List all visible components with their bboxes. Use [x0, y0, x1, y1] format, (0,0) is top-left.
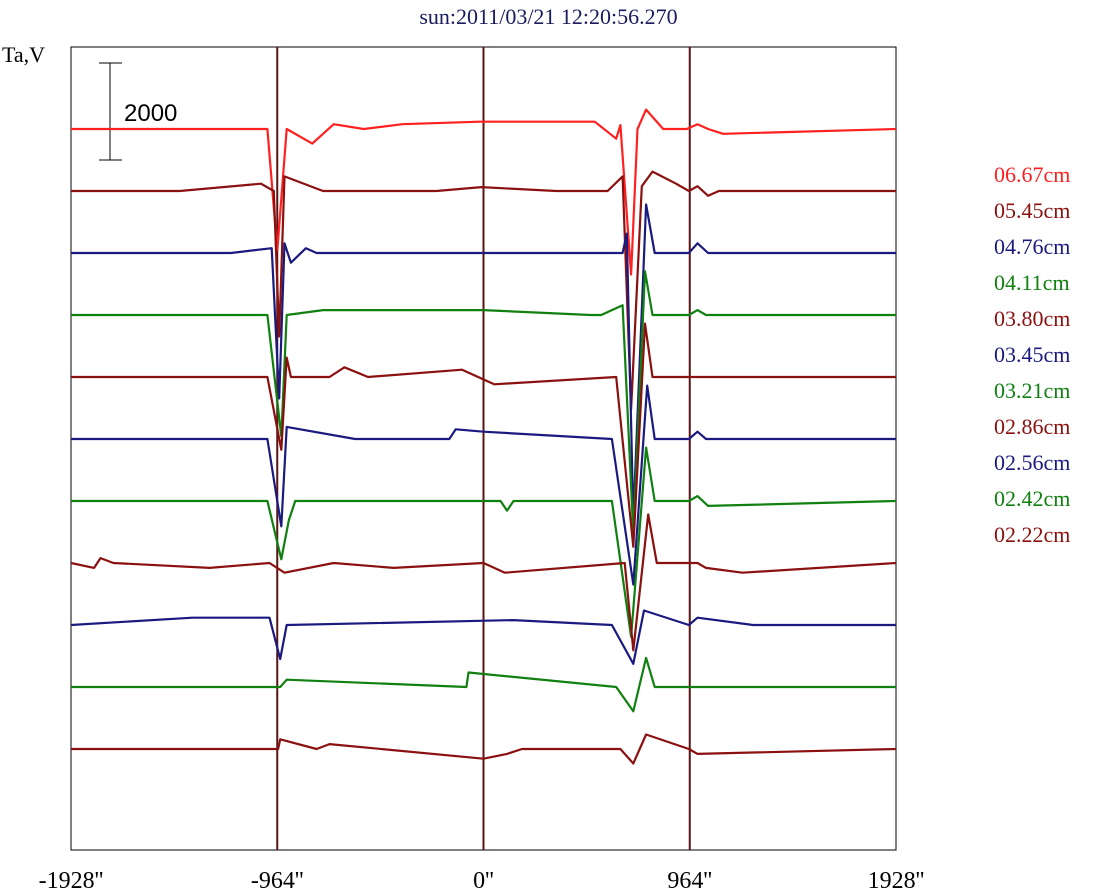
legend-entry: 03.21cm — [994, 378, 1071, 403]
series-line — [71, 446, 897, 638]
scale-bar-label: 2000 — [124, 100, 177, 127]
series-line — [71, 322, 896, 548]
scale-bar: 2000 — [99, 62, 177, 161]
vertical-lines — [276, 47, 691, 850]
x-tick-label: -964'' — [251, 868, 304, 893]
series-line — [70, 513, 897, 652]
x-tick-labels: -1928'' -964'' 0'' 964'' 1928'' — [39, 868, 925, 893]
series-line — [71, 270, 896, 535]
series-line — [71, 203, 896, 521]
series-line — [71, 108, 897, 276]
legend-entry: 02.56cm — [994, 450, 1071, 475]
x-tick-label: 1928'' — [868, 868, 925, 893]
series-line — [71, 733, 897, 765]
legend-entry: 02.22cm — [994, 522, 1071, 547]
series-line — [71, 170, 896, 411]
traces — [70, 108, 897, 765]
series-line — [70, 609, 896, 665]
x-tick-label: -1928'' — [39, 868, 104, 893]
series-line — [71, 384, 896, 586]
legend-entry: 02.86cm — [994, 414, 1071, 439]
x-tick-label: 0'' — [473, 868, 494, 893]
legend-entry: 06.67cm — [994, 162, 1071, 187]
chart-title: sun:2011/03/21 12:20:56.270 — [419, 4, 678, 29]
x-tick-label: 964'' — [667, 868, 712, 893]
series-line — [71, 656, 896, 713]
legend-entry: 04.11cm — [994, 270, 1070, 295]
legend: 06.67cm 05.45cm 04.76cm 04.11cm 03.80cm 03.45… — [994, 160, 1070, 556]
y-axis-label: Ta,V — [2, 42, 46, 67]
legend-entry: 03.80cm — [994, 306, 1071, 331]
legend-entry: 02.42cm — [994, 486, 1071, 511]
legend-entry: 03.45cm — [994, 342, 1071, 367]
legend-entry: 05.45cm — [994, 198, 1071, 223]
legend-entry: 04.76cm — [994, 234, 1071, 259]
